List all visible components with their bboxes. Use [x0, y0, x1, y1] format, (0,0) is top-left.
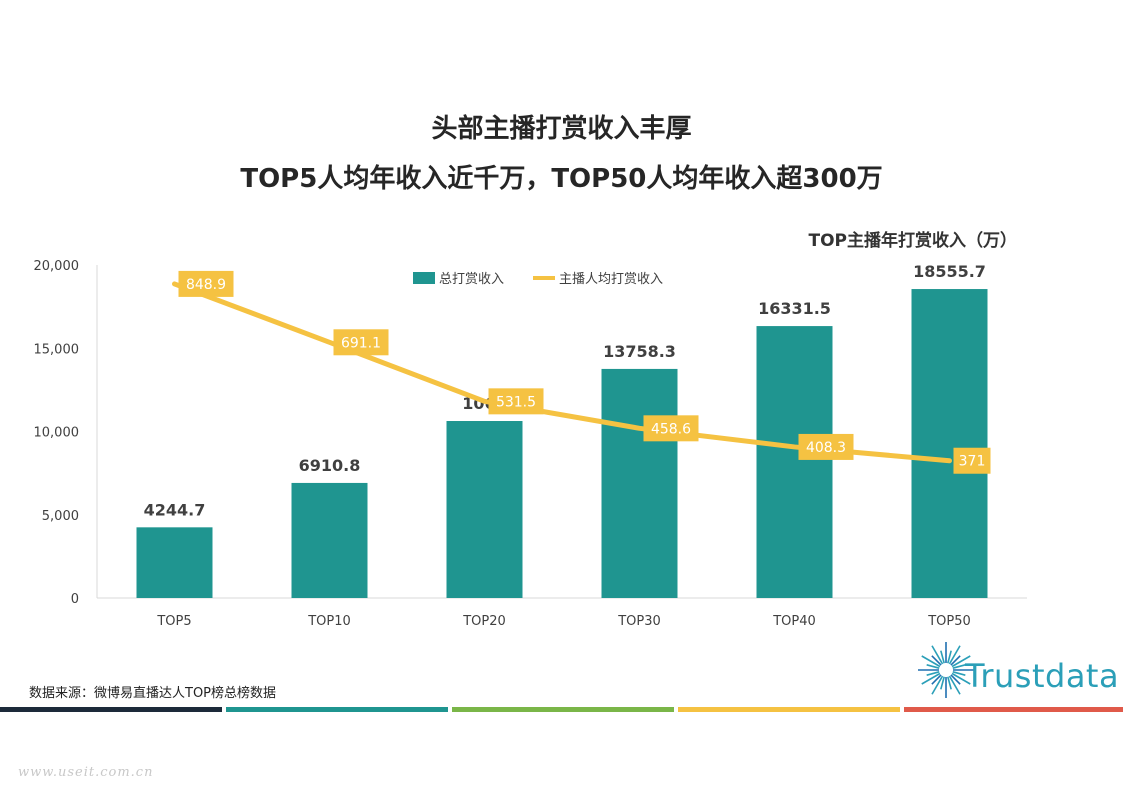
bar	[911, 289, 988, 598]
footer-bar-segment	[0, 707, 222, 712]
y-tick-label: 20,000	[34, 259, 80, 274]
y-tick-label: 5,000	[42, 509, 79, 524]
bar-data-label: 13758.3	[603, 342, 676, 361]
footer-bar-segment	[226, 707, 448, 712]
line-label-text: 848.9	[186, 277, 226, 293]
bar-data-label: 4244.7	[144, 500, 206, 519]
x-tick-label: TOP10	[307, 614, 351, 629]
data-source-note: 数据来源：微博易直播达人TOP榜总榜数据	[29, 686, 277, 701]
combo-chart: 0 5,000 10,000 15,000 20,000 TOP5 TOP10 TOP20 TO…	[34, 259, 1027, 629]
x-tick-label: TOP5	[156, 614, 191, 629]
x-tick-label: TOP20	[462, 614, 506, 629]
watermark: www.useit.com.cn	[18, 765, 154, 780]
footer-bar-segment	[452, 707, 674, 712]
line-label-text: 691.1	[341, 335, 381, 351]
footer-color-bar	[0, 707, 1123, 713]
chart-title: 头部主播打赏收入丰厚	[431, 114, 692, 144]
y-tick-label: 10,000	[34, 426, 80, 441]
line-data-label: 458.6	[643, 415, 699, 442]
bar	[136, 527, 213, 598]
line-label-box	[798, 433, 854, 460]
x-tick-label: TOP50	[927, 614, 971, 629]
y-tick-label: 0	[71, 592, 79, 607]
legend-label-line: 主播人均打赏收入	[559, 272, 663, 287]
line-data-label: 848.9	[178, 270, 234, 297]
x-tick-label: TOP30	[617, 614, 661, 629]
line-label-box	[333, 329, 389, 356]
line-label-box	[178, 270, 234, 297]
line-data-label: 531.5	[488, 388, 544, 415]
line-label-text: 531.5	[496, 394, 536, 410]
chart-subtitle: TOP5人均年收入近千万，TOP50人均年收入超300万	[240, 164, 883, 194]
line-data-label: 408.3	[798, 433, 854, 460]
line-label-text: 408.3	[806, 440, 846, 456]
line-label-text: 371	[959, 454, 986, 470]
legend-label-bar: 总打赏收入	[439, 272, 504, 287]
bar	[446, 421, 523, 598]
legend-swatch-bar	[413, 272, 435, 284]
footer-bar-segment	[678, 707, 900, 712]
bar-data-label: 6910.8	[299, 456, 361, 475]
line-label-text: 458.6	[651, 421, 691, 437]
y-tick-label: 15,000	[34, 342, 80, 357]
logo-text: Trustdata	[965, 657, 1120, 695]
line-data-label: 691.1	[333, 329, 389, 356]
x-tick-label: TOP40	[772, 614, 816, 629]
line-label-box	[953, 447, 991, 474]
bar	[756, 326, 833, 598]
bar	[291, 482, 368, 598]
line-data-label: 371	[953, 447, 991, 474]
unit-label: TOP主播年打赏收入（万）	[808, 231, 1017, 251]
bar-data-label: 16331.5	[758, 299, 831, 318]
bar	[601, 368, 678, 598]
line-label-box	[488, 388, 544, 415]
footer-bar-segment	[904, 707, 1123, 712]
bar-data-label: 18555.7	[913, 262, 986, 281]
trustdata-logo-icon	[918, 642, 974, 698]
line-label-box	[643, 415, 699, 442]
